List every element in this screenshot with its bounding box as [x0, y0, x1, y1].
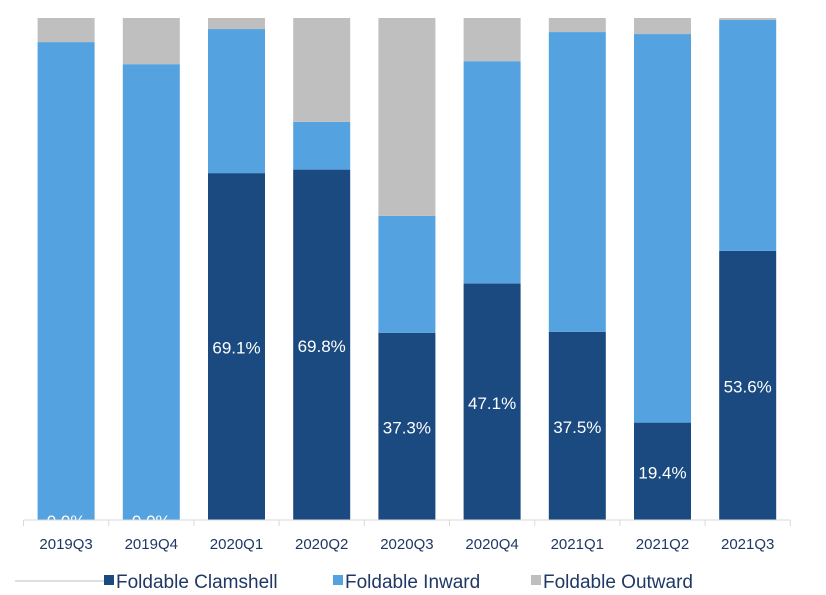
legend-swatch	[104, 575, 114, 585]
bar-foldable-clamshell-2021Q3	[719, 250, 777, 520]
data-label: 47.1%	[468, 394, 516, 413]
x-tick-label: 2021Q1	[551, 536, 604, 553]
bar-foldable-outward-2019Q3	[37, 18, 95, 43]
legend-swatch	[531, 575, 541, 585]
bar-foldable-clamshell-2020Q1	[208, 173, 265, 520]
bar-foldable-outward-2021Q1	[548, 18, 606, 33]
legend-label: Foldable Inward	[345, 572, 480, 593]
data-label: 37.3%	[383, 418, 431, 437]
data-label: 69.1%	[212, 339, 260, 358]
bar-foldable-inward-2019Q4	[122, 64, 180, 520]
bar-foldable-inward-2020Q4	[463, 61, 521, 284]
bar-foldable-inward-2020Q1	[208, 29, 265, 174]
bar-foldable-outward-2020Q2	[293, 18, 351, 122]
bar-foldable-inward-2021Q3	[719, 20, 777, 251]
data-label: 0.0%	[132, 512, 171, 531]
x-tick-label: 2019Q3	[39, 536, 92, 553]
data-label: 19.4%	[638, 463, 686, 482]
bar-foldable-outward-2019Q4	[122, 18, 180, 65]
bar-foldable-outward-2020Q1	[208, 18, 265, 30]
bar-foldable-clamshell-2021Q2	[634, 422, 691, 520]
bar-foldable-clamshell-2020Q4	[463, 283, 521, 520]
bar-foldable-clamshell-2020Q2	[293, 169, 351, 520]
x-tick-label: 2020Q2	[295, 536, 348, 553]
bar-foldable-inward-2021Q2	[634, 34, 691, 423]
bar-foldable-inward-2020Q2	[293, 121, 351, 170]
bar-foldable-clamshell-2021Q1	[548, 331, 606, 520]
bar-foldable-outward-2021Q3	[719, 18, 777, 21]
bar-foldable-outward-2020Q3	[378, 18, 436, 216]
x-tick-label: 2020Q4	[465, 536, 518, 553]
x-tick-label: 2020Q3	[380, 536, 433, 553]
x-tick-label: 2021Q3	[721, 536, 774, 553]
bar-foldable-clamshell-2020Q3	[378, 332, 436, 520]
bar-foldable-inward-2021Q1	[548, 32, 606, 332]
x-tick-label: 2019Q4	[125, 536, 178, 553]
x-tick-label: 2021Q2	[636, 536, 689, 553]
data-label: 53.6%	[724, 377, 772, 396]
legend-label: Foldable Outward	[543, 572, 693, 593]
legend-label: Foldable Clamshell	[116, 572, 278, 593]
bar-foldable-inward-2020Q3	[378, 215, 436, 333]
bar-foldable-outward-2021Q2	[634, 18, 691, 35]
data-label: 0.0%	[47, 512, 86, 531]
data-label: 37.5%	[553, 418, 601, 437]
bar-foldable-outward-2020Q4	[463, 18, 521, 62]
data-label: 69.8%	[298, 337, 346, 356]
bar-foldable-inward-2019Q3	[37, 42, 95, 520]
x-tick-label: 2020Q1	[210, 536, 263, 553]
legend-swatch	[333, 575, 343, 585]
